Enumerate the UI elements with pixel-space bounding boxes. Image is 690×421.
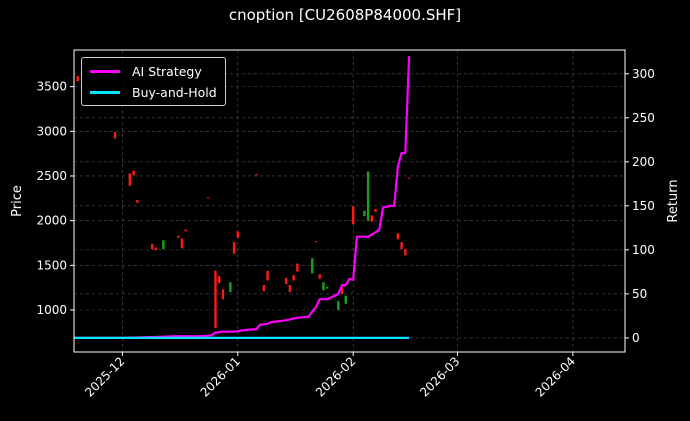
x-tick-label: 2025-12 — [82, 354, 127, 399]
plot-frame — [73, 49, 626, 353]
legend-swatch — [90, 90, 120, 94]
legend-swatch — [90, 69, 120, 73]
candlestick — [404, 249, 407, 256]
legend-label: Buy-and-Hold — [132, 84, 217, 100]
candlestick — [217, 276, 221, 284]
y2-tick-label: 250 — [632, 111, 655, 125]
series-line — [74, 56, 411, 339]
y2-tick-label: 300 — [632, 67, 655, 81]
candlestick — [370, 215, 374, 222]
candlestick — [374, 209, 377, 212]
candlestick — [266, 270, 269, 281]
y-tick-label: 1500 — [36, 258, 67, 272]
x-tick-label: 2026-03 — [417, 354, 462, 399]
candlestick — [206, 197, 210, 199]
candlestick — [236, 231, 240, 238]
candlestick — [232, 242, 236, 254]
candlestick — [229, 282, 232, 293]
y2-tick-label: 0 — [632, 331, 640, 345]
chart-title: cnoption [CU2608P84000.SHF] — [228, 6, 462, 24]
candlestick — [214, 270, 217, 328]
axis-ticks: 1000 1500 2000 2500 3000 3500 0 50 100 150 200 250 3… — [36, 67, 654, 400]
y-tick-label: 2500 — [36, 169, 67, 183]
candlestick — [288, 284, 292, 293]
candlesticks — [76, 75, 411, 328]
x-tick-label: 2026-04 — [533, 354, 578, 399]
candlestick — [318, 274, 321, 279]
candlestick — [322, 282, 325, 291]
candlestick — [352, 206, 355, 225]
candlestick — [162, 240, 165, 250]
candlestick — [311, 258, 314, 274]
y-tick-label: 2000 — [36, 214, 67, 228]
legend-item-ai-strategy: AI Strategy — [90, 62, 202, 80]
candlestick — [132, 170, 135, 176]
candlestick — [184, 229, 187, 232]
candlestick — [113, 132, 117, 139]
candlestick — [285, 277, 288, 285]
candlestick — [407, 177, 411, 179]
y-tick-label: 1000 — [36, 303, 67, 317]
y2-tick-label: 150 — [632, 199, 655, 213]
legend-label: AI Strategy — [132, 63, 202, 79]
candlestick — [337, 301, 340, 311]
candlestick — [366, 171, 370, 221]
candlestick — [136, 200, 139, 203]
candlestick — [150, 243, 154, 250]
candlestick — [76, 75, 79, 82]
y2-tick-label: 100 — [632, 243, 655, 257]
y-tick-label: 3500 — [36, 80, 67, 94]
x-tick-label: 2026-01 — [198, 354, 243, 399]
legend: AI Strategy Buy-and-Hold — [81, 57, 226, 106]
candlestick — [255, 174, 258, 176]
y2-tick-label: 50 — [632, 287, 647, 301]
candlestick — [314, 241, 318, 243]
y-axis-label: Price — [10, 185, 25, 217]
candlestick — [154, 247, 158, 251]
candlestick — [400, 242, 403, 250]
y2-axis-label: Return — [666, 179, 681, 222]
candlestick — [340, 287, 344, 294]
candlestick — [262, 284, 266, 292]
x-tick-label: 2026-02 — [313, 354, 358, 399]
series-lines — [74, 56, 411, 339]
y2-tick-label: 200 — [632, 155, 655, 169]
candlestick — [363, 210, 366, 217]
candlestick — [221, 289, 225, 300]
candlestick — [296, 263, 299, 272]
candlestick — [292, 275, 295, 281]
candlestick — [128, 173, 132, 186]
candlestick — [177, 235, 180, 238]
candlestick — [396, 233, 400, 240]
candlestick — [180, 238, 184, 249]
candlestick — [325, 286, 329, 289]
candlestick — [344, 295, 347, 304]
legend-item-buy-and-hold: Buy-and-Hold — [90, 83, 217, 101]
y-tick-label: 3000 — [36, 124, 67, 138]
